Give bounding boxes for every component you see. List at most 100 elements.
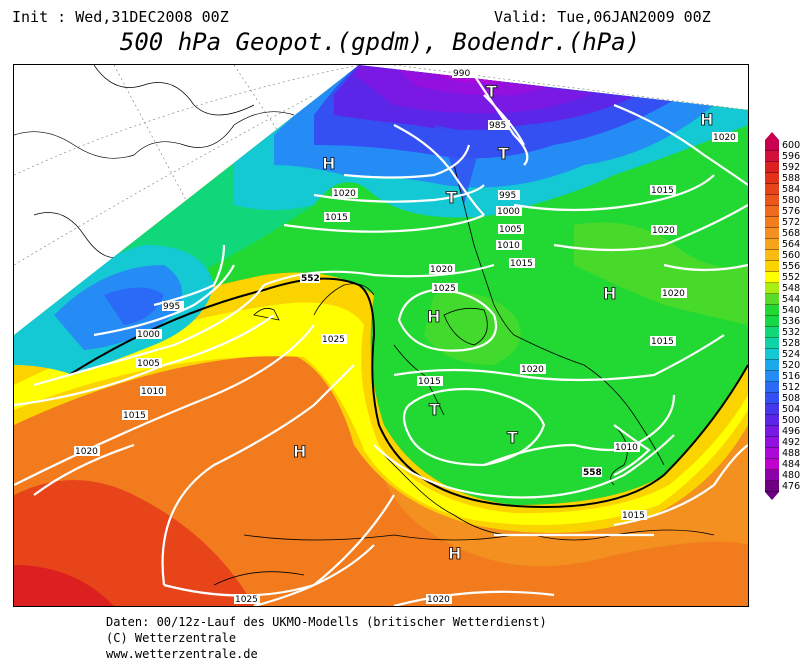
isobars bbox=[14, 74, 748, 606]
contour-558 bbox=[68, 277, 748, 508]
isobar-label: 1020 bbox=[713, 133, 736, 143]
high-center-label: H bbox=[603, 284, 616, 303]
colorbar-cell bbox=[765, 448, 779, 459]
colorbar-cell bbox=[765, 382, 779, 393]
isobar-label: 1000 bbox=[137, 330, 160, 340]
colorbar-tick-label: 564 bbox=[782, 239, 801, 250]
isobar-label: 990 bbox=[453, 69, 470, 79]
colorbar-tick-label: 536 bbox=[782, 316, 801, 327]
high-center-label: H bbox=[700, 110, 713, 129]
colorbar-cell bbox=[765, 250, 779, 261]
colorbar-cell bbox=[765, 459, 779, 470]
colorbar-cell bbox=[765, 272, 779, 283]
isobar-label: 1025 bbox=[322, 335, 345, 345]
colorbar-cell bbox=[765, 283, 779, 294]
colorbar-cell bbox=[765, 349, 779, 360]
colorbar-tick-label: 576 bbox=[782, 206, 801, 217]
colorbar-tick-label: 544 bbox=[782, 294, 801, 305]
colorbar-cell bbox=[765, 305, 779, 316]
colorbar-tick-label: 552 bbox=[782, 272, 801, 283]
contour-labels: 552 558 bbox=[300, 273, 602, 478]
colorbar-tick-label: 488 bbox=[782, 448, 801, 459]
isobar-label: 1015 bbox=[651, 186, 674, 196]
colorbar-tick-label: 560 bbox=[782, 250, 801, 261]
colorbar-cell bbox=[765, 327, 779, 338]
colorbar-tick-label: 480 bbox=[782, 470, 801, 481]
isobar-label: 995 bbox=[163, 302, 180, 312]
colorbar-cell bbox=[765, 184, 779, 195]
colorbar-top-arrow bbox=[765, 132, 779, 140]
isobar-label: 1015 bbox=[510, 259, 533, 269]
colorbar-tick-label: 588 bbox=[782, 173, 801, 184]
isobar-label: 1015 bbox=[325, 213, 348, 223]
footer-copyright: (C) Wetterzentrale bbox=[106, 631, 237, 645]
low-center-label: T bbox=[446, 188, 457, 207]
weather-map: 990 985 995 1000 1005 1010 1015 1020 101… bbox=[13, 64, 749, 607]
colorbar-tick-label: 512 bbox=[782, 382, 801, 393]
isobar-label: 1015 bbox=[622, 511, 645, 521]
colorbar-cell bbox=[765, 261, 779, 272]
isobar-label: 1020 bbox=[75, 447, 98, 457]
colorbar-tick-label: 584 bbox=[782, 184, 801, 195]
isobar-label: 1000 bbox=[497, 207, 520, 217]
isobar-label: 1020 bbox=[333, 189, 356, 199]
colorbar-bottom-arrow bbox=[765, 492, 779, 500]
colorbar-cell bbox=[765, 437, 779, 448]
colorbar-cell bbox=[765, 228, 779, 239]
colorbar-tick-label: 580 bbox=[782, 195, 801, 206]
colorbar-cell bbox=[765, 360, 779, 371]
footer: Daten: 00/12z-Lauf des UKMO-Modells (bri… bbox=[106, 614, 547, 662]
colorbar-cell bbox=[765, 404, 779, 415]
colorbar-cell bbox=[765, 206, 779, 217]
isobar-label: 1015 bbox=[651, 337, 674, 347]
pressure-centers: H T T T H H H T T H H bbox=[293, 82, 714, 564]
isobar-label: 1020 bbox=[652, 226, 675, 236]
isobar-label: 1005 bbox=[499, 225, 522, 235]
colorbar-tick-label: 572 bbox=[782, 217, 801, 228]
isobar-label: 985 bbox=[489, 121, 506, 131]
colorbar-tick-label: 500 bbox=[782, 415, 801, 426]
isobar-label: 1015 bbox=[418, 377, 441, 387]
colorbar-cell bbox=[765, 195, 779, 206]
colorbar-cell bbox=[765, 426, 779, 437]
isobar-label: 1010 bbox=[497, 241, 520, 251]
footer-url[interactable]: www.wetterzentrale.de bbox=[106, 647, 258, 661]
colorbar-tick-label: 592 bbox=[782, 162, 801, 173]
geopotential-field bbox=[14, 65, 748, 606]
colorbar-tick-label: 484 bbox=[782, 459, 801, 470]
colorbar-cell bbox=[765, 239, 779, 250]
low-center-label: T bbox=[498, 144, 509, 163]
isobar-label: 1020 bbox=[427, 595, 450, 605]
colorbar-tick-label: 476 bbox=[782, 481, 801, 492]
colorbar-cell bbox=[765, 140, 779, 151]
isobar-label: 1005 bbox=[137, 359, 160, 369]
isobar-label: 1020 bbox=[662, 289, 685, 299]
high-center-label: H bbox=[427, 307, 440, 326]
colorbar-cell bbox=[765, 173, 779, 184]
isobar-label: 1025 bbox=[235, 595, 258, 605]
colorbar-tick-label: 596 bbox=[782, 151, 801, 162]
isobar-label: 1010 bbox=[615, 443, 638, 453]
colorbar-tick-label: 540 bbox=[782, 305, 801, 316]
valid-time: Valid: Tue,06JAN2009 00Z bbox=[494, 8, 711, 26]
colorbar-tick-label: 528 bbox=[782, 338, 801, 349]
colorbar-cell bbox=[765, 151, 779, 162]
isobar-labels: 990 985 995 1000 1005 1010 1015 1020 101… bbox=[74, 68, 738, 605]
colorbar-cell bbox=[765, 393, 779, 404]
colorbar-tick-label: 548 bbox=[782, 283, 801, 294]
chart-title: 500 hPa Geopot.(gpdm), Bodendr.(hPa) bbox=[119, 28, 641, 56]
high-center-label: H bbox=[448, 544, 461, 563]
isobar-label: 1015 bbox=[123, 411, 146, 421]
high-center-label: H bbox=[293, 442, 306, 461]
low-center-label: T bbox=[507, 428, 518, 447]
colorbar-cell bbox=[765, 316, 779, 327]
isobar-label: 1025 bbox=[433, 284, 456, 294]
colorbar-tick-label: 600 bbox=[782, 140, 801, 151]
colorbar-cell bbox=[765, 481, 779, 492]
low-center-label: T bbox=[429, 400, 440, 419]
isobar-label: 995 bbox=[499, 191, 516, 201]
isobar-label: 1020 bbox=[430, 265, 453, 275]
low-center-label: T bbox=[486, 82, 497, 101]
colorbar-cell bbox=[765, 371, 779, 382]
colorbar-tick-label: 508 bbox=[782, 393, 801, 404]
